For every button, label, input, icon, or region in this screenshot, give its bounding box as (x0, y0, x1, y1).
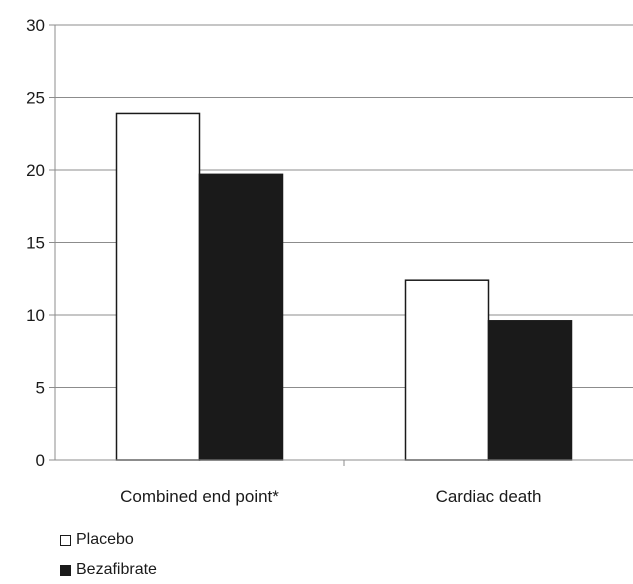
y-tick-label: 10 (26, 306, 45, 325)
bars (115, 112, 573, 461)
legend-label-bezafibrate: Bezafibrate (76, 561, 157, 578)
bar-placebo-1 (404, 279, 490, 461)
legend-item-bezafibrate: Bezafibrate (60, 556, 157, 584)
axes (54, 25, 633, 466)
bar-bezafibrate-0 (198, 173, 284, 461)
legend-swatch-placebo (60, 534, 71, 546)
y-tick-label: 20 (26, 161, 45, 180)
x-axis-category-labels: Combined end point* Cardiac death (120, 487, 541, 506)
legend-item-placebo: Placebo (60, 526, 134, 554)
bar-bezafibrate-1 (487, 320, 573, 461)
bar-chart: 0 5 10 15 20 25 30 Combined end point* Cardiac … (26, 16, 633, 506)
y-tick-label: 5 (36, 379, 45, 398)
x-category-label: Cardiac death (436, 487, 542, 506)
legend-label-placebo: Placebo (76, 531, 134, 548)
x-category-label: Combined end point* (120, 487, 279, 506)
bar-placebo-0 (115, 112, 201, 461)
y-axis-tick-labels: 0 5 10 15 20 25 30 (26, 16, 45, 470)
y-tick-label: 15 (26, 234, 45, 253)
legend-swatch-bezafibrate (60, 564, 71, 576)
y-tick-label: 30 (26, 16, 45, 35)
y-tick-label: 0 (36, 451, 45, 470)
y-tick-label: 25 (26, 89, 45, 108)
